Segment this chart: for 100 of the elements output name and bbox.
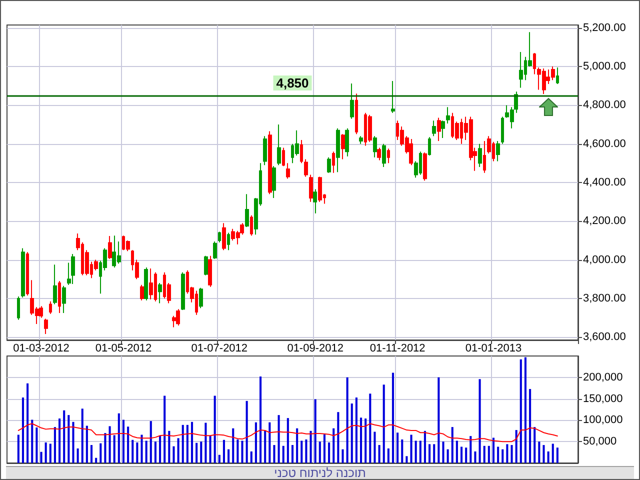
bar xyxy=(410,434,412,463)
bar xyxy=(506,444,508,463)
bar xyxy=(40,452,42,463)
bar xyxy=(268,422,271,463)
bar xyxy=(72,422,74,463)
bar xyxy=(456,440,458,463)
bar xyxy=(483,446,486,463)
line-series xyxy=(18,423,558,442)
bar xyxy=(100,443,102,463)
candlestick xyxy=(204,255,208,276)
bar xyxy=(140,434,143,463)
candlestick xyxy=(441,120,445,139)
bar xyxy=(369,394,372,463)
bar xyxy=(26,383,29,463)
bar xyxy=(68,415,70,463)
bar xyxy=(323,434,326,463)
y-tick-label: 5,000.00 xyxy=(583,60,626,73)
y-tick-label: 3,800.00 xyxy=(583,292,626,304)
candlestick xyxy=(501,116,504,144)
candlestick xyxy=(108,236,112,260)
x-tick-label: 01-09-2012 xyxy=(287,342,344,354)
bar xyxy=(332,428,335,463)
bar xyxy=(49,444,52,463)
x-tick-label: 01-05-2012 xyxy=(95,342,152,354)
candlestick xyxy=(181,272,185,311)
candlestick xyxy=(432,120,436,137)
candlestick xyxy=(26,252,29,296)
bar xyxy=(246,400,248,463)
bar xyxy=(209,436,212,463)
y-tick-label: 150,000 xyxy=(583,392,623,405)
candlestick xyxy=(277,124,281,166)
bar xyxy=(534,427,536,463)
bar xyxy=(154,442,156,463)
y-tick-label: 100,000 xyxy=(583,414,623,426)
bar xyxy=(186,424,188,463)
bar xyxy=(346,377,348,463)
candlestick xyxy=(327,156,331,174)
bar xyxy=(36,427,38,463)
bar xyxy=(419,440,422,463)
candlestick xyxy=(483,140,486,174)
bar xyxy=(542,445,545,463)
candlestick xyxy=(263,136,267,166)
candlestick xyxy=(373,136,377,158)
bar xyxy=(118,413,120,463)
bar xyxy=(222,440,226,463)
bar xyxy=(478,379,481,463)
bar xyxy=(278,415,280,463)
bar xyxy=(182,424,184,463)
candlestick xyxy=(336,128,340,173)
bar xyxy=(127,426,130,463)
bar xyxy=(204,422,207,463)
candlestick xyxy=(140,284,144,301)
bar xyxy=(547,451,550,463)
candlestick xyxy=(300,139,303,164)
bar xyxy=(22,398,24,463)
y-tick-label: 3,600.00 xyxy=(583,331,626,344)
bar xyxy=(515,430,518,463)
candlestick xyxy=(245,194,249,228)
bar xyxy=(406,456,408,463)
ref-line-label: 4,850 xyxy=(276,76,309,91)
bar xyxy=(392,372,394,463)
bar xyxy=(451,427,454,463)
bar xyxy=(150,421,152,463)
bar xyxy=(228,449,230,463)
candlestick xyxy=(350,83,354,120)
candlestick xyxy=(556,67,559,84)
bar xyxy=(122,420,125,463)
candlestick xyxy=(496,140,500,162)
bar xyxy=(396,432,399,463)
bar xyxy=(318,442,321,463)
x-tick-label: 01-11-2012 xyxy=(370,342,426,354)
bar xyxy=(264,430,266,463)
candlestick xyxy=(268,130,272,195)
candlestick xyxy=(21,248,25,298)
candlestick xyxy=(286,162,290,180)
bar xyxy=(497,446,500,463)
candlestick xyxy=(304,158,308,178)
candlestick xyxy=(423,152,427,182)
bar xyxy=(350,404,353,463)
bar xyxy=(76,448,79,463)
candlestick xyxy=(208,255,212,288)
bar xyxy=(424,430,426,463)
bar xyxy=(446,449,449,463)
bar xyxy=(360,418,362,463)
candlestick xyxy=(149,268,153,300)
candlestick xyxy=(359,136,363,144)
candlestick xyxy=(332,151,335,174)
candlestick xyxy=(355,93,358,135)
bar xyxy=(378,445,380,463)
bar xyxy=(108,426,111,463)
candlestick xyxy=(144,267,148,301)
x-tick-label: 01-01-2013 xyxy=(465,342,522,354)
candlestick xyxy=(318,176,322,202)
bar xyxy=(259,376,262,463)
candlestick xyxy=(341,134,345,160)
bar xyxy=(159,436,162,463)
bar xyxy=(355,398,358,463)
bar xyxy=(145,440,148,463)
bar xyxy=(104,433,106,463)
bar xyxy=(387,448,390,463)
